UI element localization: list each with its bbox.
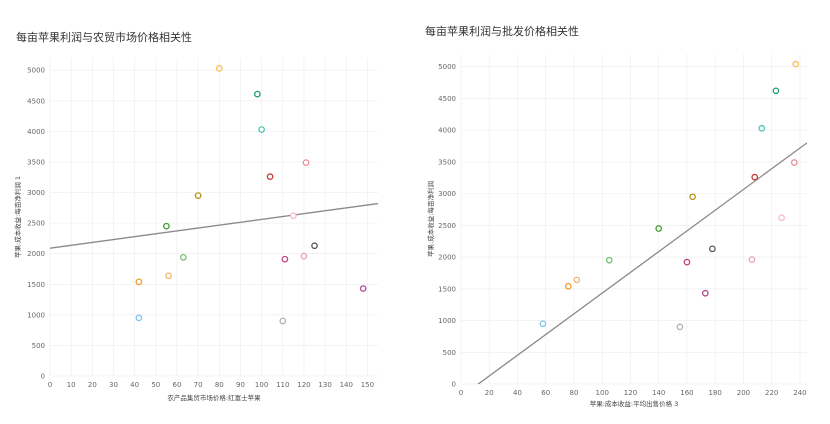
x-tick-label: 10 — [67, 381, 76, 389]
y-tick-label: 500 — [32, 342, 45, 350]
x-tick-label: 240 — [793, 389, 806, 397]
chart-title: 每亩苹果利润与农贸市场价格相关性 — [16, 31, 192, 44]
data-point — [359, 285, 367, 292]
y-tick-label: 0 — [41, 373, 45, 381]
x-tick-label: 60 — [541, 389, 550, 397]
x-tick-label: 0 — [48, 381, 52, 389]
scatter-chart-left: 0500100015002000250030003500400045005000… — [13, 58, 378, 402]
x-tick-label: 60 — [173, 381, 182, 389]
trend-line — [50, 202, 378, 249]
data-point — [655, 225, 663, 232]
y-tick-label: 5000 — [438, 63, 456, 71]
x-tick-label: 70 — [194, 381, 203, 389]
x-tick-label: 140 — [652, 389, 665, 397]
x-tick-label: 140 — [340, 381, 353, 389]
y-tick-label: 3500 — [438, 158, 456, 166]
data-point — [179, 254, 187, 261]
data-point — [676, 323, 684, 331]
y-tick-label: 4000 — [438, 127, 456, 135]
y-tick-label: 4000 — [27, 128, 45, 136]
y-axis-label: 苹果:成本收益:每亩净利润 — [426, 181, 435, 257]
x-tick-label: 100 — [596, 389, 609, 397]
data-point — [279, 317, 287, 325]
chart-panel-right: 每亩苹果利润与批发价格相关性 0 500 1000 1500 2000 2500 3000 3… — [415, 0, 830, 424]
x-tick-label: 80 — [215, 381, 224, 389]
y-tick-label: 4500 — [438, 95, 456, 103]
data-point — [605, 256, 613, 264]
data-point — [751, 173, 759, 181]
chart-title: 每亩苹果利润与批发价格相关性 — [425, 25, 579, 38]
x-tick-label: 20 — [88, 381, 97, 389]
data-point — [758, 124, 766, 132]
data-point — [790, 159, 798, 166]
data-point — [709, 245, 716, 253]
x-tick-label: 110 — [276, 381, 289, 389]
y-axis-label: 苹果:成本收益:每亩净利润 1 — [13, 176, 22, 258]
data-point — [300, 252, 308, 260]
x-tick-label: 20 — [485, 389, 494, 397]
chart-panel-left: 每亩苹果利润与农贸市场价格相关性 0 500 1000 1500 2000 2500 300… — [13, 31, 378, 402]
data-point — [302, 159, 310, 166]
scatter-chart-right: 0500100015002000250030003500400045005000… — [426, 54, 807, 408]
x-tick-label: 130 — [318, 381, 331, 389]
x-tick-label: 200 — [737, 389, 750, 397]
data-point — [701, 289, 709, 297]
x-tick-label: 120 — [624, 389, 637, 397]
x-axis-label: 农产品集贸市场价格:红富士苹果 — [167, 393, 261, 402]
y-tick-label: 4500 — [27, 97, 45, 105]
y-tick-label: 1000 — [438, 317, 456, 325]
data-point — [539, 320, 547, 328]
data-point — [258, 126, 265, 133]
data-point — [135, 278, 143, 286]
y-tick-label: 2000 — [438, 254, 456, 262]
y-tick-label: 3500 — [27, 158, 45, 166]
x-tick-label: 50 — [151, 381, 160, 389]
data-point — [215, 65, 223, 72]
x-tick-label: 40 — [130, 381, 139, 389]
x-tick-label: 40 — [513, 389, 522, 397]
data-point — [748, 256, 756, 263]
x-tick-label: 220 — [765, 389, 778, 397]
data-point — [564, 282, 572, 290]
data-point — [165, 272, 172, 280]
y-tick-label: 3000 — [27, 189, 45, 197]
x-tick-label: 150 — [361, 381, 374, 389]
y-tick-label: 1000 — [27, 311, 45, 319]
x-tick-label: 0 — [459, 389, 463, 397]
data-point — [266, 173, 274, 180]
data-point — [689, 193, 696, 201]
y-tick-label: 500 — [443, 349, 456, 357]
trend-line — [477, 142, 807, 384]
x-tick-label: 90 — [236, 381, 245, 389]
y-tick-label: 1500 — [27, 281, 45, 289]
data-point — [135, 314, 143, 322]
x-tick-label: 30 — [109, 381, 118, 389]
data-point — [194, 192, 202, 199]
y-tick-label: 1500 — [438, 285, 456, 293]
y-tick-label: 3000 — [438, 190, 456, 198]
x-axis-label: 苹果:成本收益:平均出售价格 3 — [590, 399, 679, 408]
y-tick-label: 2500 — [438, 222, 456, 230]
x-tick-label: 80 — [570, 389, 579, 397]
data-point — [792, 60, 800, 68]
x-tick-label: 120 — [297, 381, 310, 389]
data-point — [573, 276, 581, 284]
data-point — [311, 242, 318, 250]
data-point — [772, 87, 780, 95]
x-tick-label: 180 — [709, 389, 722, 397]
y-tick-label: 2500 — [27, 220, 45, 228]
data-point — [778, 214, 785, 222]
data-point — [683, 258, 691, 266]
data-point — [163, 222, 170, 230]
y-tick-label: 0 — [452, 381, 456, 389]
x-tick-label: 100 — [255, 381, 268, 389]
data-point — [281, 255, 289, 263]
y-tick-label: 2000 — [27, 250, 45, 258]
data-point — [254, 90, 261, 98]
data-point — [290, 212, 297, 220]
y-tick-label: 5000 — [27, 67, 45, 75]
x-tick-label: 160 — [680, 389, 693, 397]
